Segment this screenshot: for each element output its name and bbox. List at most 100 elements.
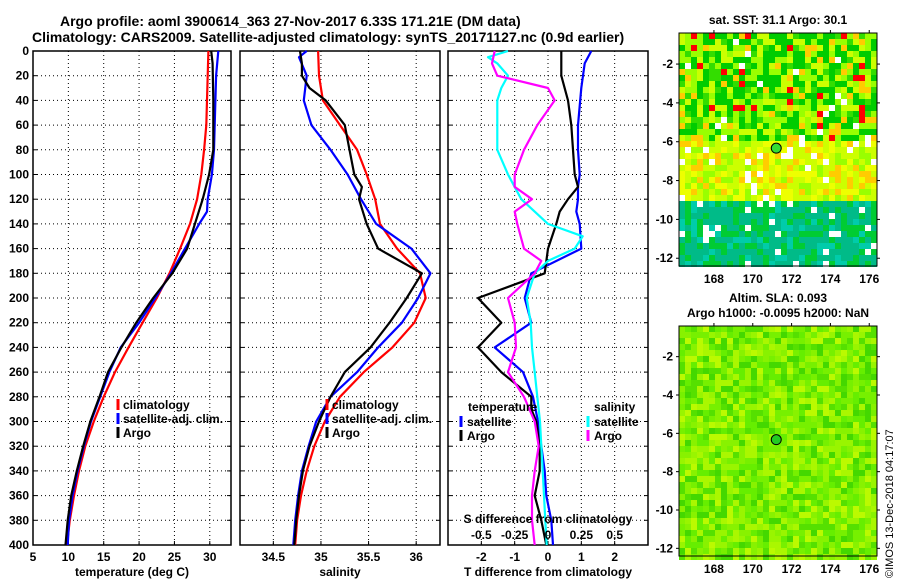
map-cell <box>739 213 745 219</box>
map-cell <box>811 368 817 374</box>
map-cell <box>847 201 853 207</box>
map-cell <box>805 488 811 494</box>
map-cell <box>751 51 757 57</box>
map-cell <box>745 237 751 243</box>
map-cell <box>841 201 847 207</box>
map-cell <box>805 464 811 470</box>
map-cell <box>829 536 835 542</box>
map-cell <box>817 470 823 476</box>
map-cell <box>727 398 733 404</box>
map-cell <box>787 195 793 201</box>
map-cell <box>763 159 769 165</box>
map-cell <box>721 350 727 356</box>
map-cell <box>685 45 691 51</box>
map-cell <box>769 105 775 111</box>
map-cell <box>721 356 727 362</box>
map-cell <box>721 404 727 410</box>
map-cell <box>835 548 841 554</box>
map-cell <box>835 332 841 338</box>
map-cell <box>805 171 811 177</box>
map-cell <box>865 554 871 560</box>
map-cell <box>829 326 835 332</box>
map-cell <box>709 261 715 267</box>
map-cell <box>769 476 775 482</box>
map-cell <box>733 225 739 231</box>
map-cell <box>763 398 769 404</box>
map-cell <box>769 500 775 506</box>
map-cell <box>745 75 751 81</box>
map-xtick-label: 174 <box>820 562 840 576</box>
xtick-label: 1 <box>578 550 585 564</box>
map-cell <box>727 434 733 440</box>
map-cell <box>865 428 871 434</box>
map-cell <box>709 177 715 183</box>
map-cell <box>745 63 751 69</box>
map-cell <box>775 99 781 105</box>
map-cell <box>871 338 877 344</box>
map-cell <box>685 404 691 410</box>
map-cell <box>859 470 865 476</box>
map-cell <box>757 350 763 356</box>
map-cell <box>775 344 781 350</box>
map-cell <box>721 374 727 380</box>
map-cell <box>757 189 763 195</box>
map-cell <box>733 147 739 153</box>
map-cell <box>721 416 727 422</box>
map-cell <box>685 380 691 386</box>
map-cell <box>757 159 763 165</box>
map-cell <box>775 326 781 332</box>
map-cell <box>811 105 817 111</box>
map-cell <box>739 446 745 452</box>
map-cell <box>745 350 751 356</box>
map-cell <box>721 183 727 189</box>
map-cell <box>859 374 865 380</box>
map-cell <box>733 386 739 392</box>
map-cell <box>685 99 691 105</box>
map-cell <box>709 93 715 99</box>
map-cell <box>775 57 781 63</box>
map-cell <box>769 225 775 231</box>
map-cell <box>757 362 763 368</box>
map-cell <box>811 99 817 105</box>
argo-location-marker <box>770 434 782 446</box>
map-cell <box>835 422 841 428</box>
map-cell <box>847 153 853 159</box>
map-cell <box>805 231 811 237</box>
map-cell <box>781 458 787 464</box>
map-cell <box>709 356 715 362</box>
map-cell <box>709 482 715 488</box>
map-cell <box>817 326 823 332</box>
map-cell <box>775 476 781 482</box>
map-cell <box>853 470 859 476</box>
map-cell <box>871 446 877 452</box>
map-cell <box>727 350 733 356</box>
map-cell <box>775 105 781 111</box>
map-cell <box>679 452 685 458</box>
map-cell <box>817 386 823 392</box>
map-cell <box>859 189 865 195</box>
map-cell <box>823 129 829 135</box>
map-cell <box>751 183 757 189</box>
map-cell <box>775 111 781 117</box>
series-climatology <box>65 50 210 546</box>
map-cell <box>715 542 721 548</box>
map-cell <box>799 141 805 147</box>
map-cell <box>865 488 871 494</box>
map-cell <box>709 542 715 548</box>
map-cell <box>853 63 859 69</box>
map-cell <box>793 261 799 267</box>
map-cell <box>691 530 697 536</box>
map-cell <box>757 39 763 45</box>
map-cell <box>787 231 793 237</box>
map-cell <box>799 105 805 111</box>
map-cell <box>685 326 691 332</box>
map-cell <box>691 380 697 386</box>
map-cell <box>781 332 787 338</box>
map-cell <box>745 548 751 554</box>
map-cell <box>823 255 829 261</box>
map-cell <box>703 470 709 476</box>
map-cell <box>721 410 727 416</box>
map-cell <box>829 129 835 135</box>
map-cell <box>715 452 721 458</box>
map-cell <box>817 231 823 237</box>
